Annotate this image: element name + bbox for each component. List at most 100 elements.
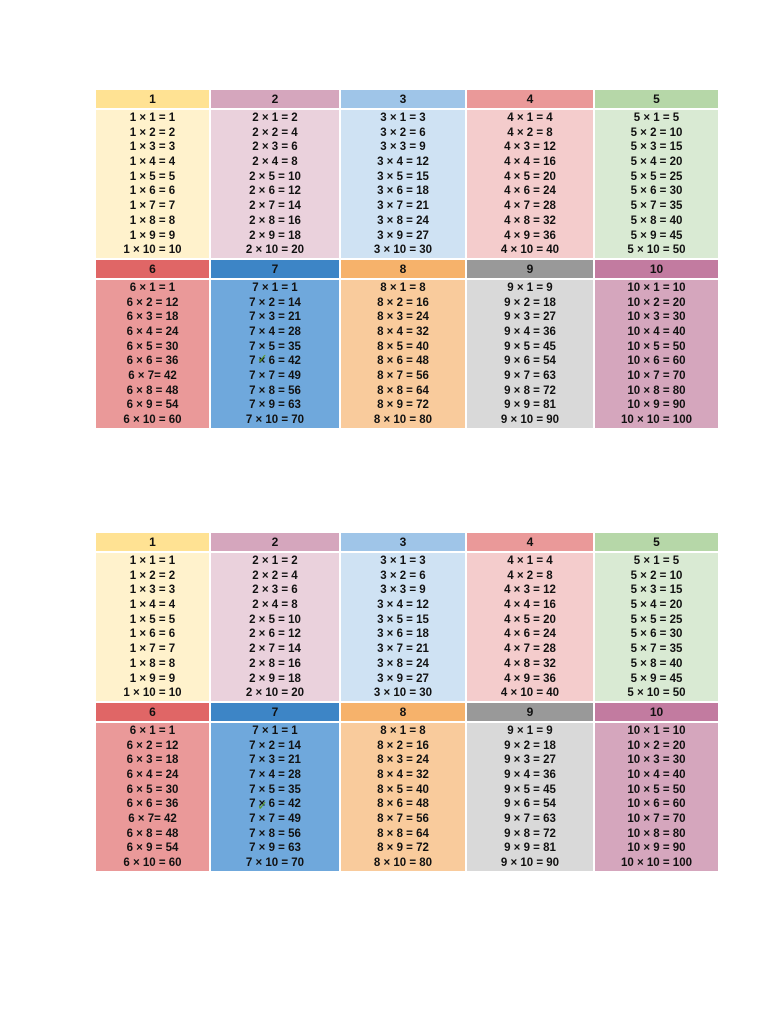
table-line: 6 × 8 = 48 [126, 827, 179, 840]
table-line: 1 × 10 = 10 [123, 244, 182, 257]
table-header: 3 [341, 90, 465, 110]
table-line: 10 × 2 = 20 [627, 739, 686, 752]
table-line: 3 × 8 = 24 [377, 657, 429, 670]
table-line: 5 × 3 = 15 [630, 584, 683, 597]
table-body: 8 × 1 = 8 8 × 2 = 16 8 × 3 = 24 8 × 4 = 32 8… [341, 722, 465, 871]
table-line: 9 × 8 = 72 [504, 827, 556, 840]
table-line: 9 × 2 = 18 [504, 296, 556, 309]
table-line: 8 × 5 = 40 [377, 783, 429, 796]
table-line: 2 × 8 = 16 [249, 657, 301, 670]
table-line: 7 × 8 = 56 [249, 827, 301, 840]
table-line: 9 × 10 = 90 [500, 414, 560, 427]
table-line: 1 × 5 = 5 [129, 613, 176, 626]
table-line: 4 × 1 = 4 [507, 555, 553, 567]
table-line: 8 × 7 = 56 [377, 813, 429, 825]
table-4: 4 4 × 1 = 4 4 × 2 = 8 4 × 3 = 12 4 × 4 = 16… [467, 533, 595, 701]
table-line: 6 × 6 = 36 [126, 798, 179, 811]
table-line: 4 × 2 = 8 [507, 569, 553, 582]
table-7: 7 7 × 1 = 1 7 × 2 = 14 7 × 3 = 21 7 × 4 = 2… [211, 259, 341, 428]
table-line: 9 × 4 = 36 [504, 325, 556, 338]
table-line: 2 × 1 = 2 [252, 555, 298, 567]
table-line: 10 × 1 = 10 [627, 281, 686, 294]
table-line: 2 × 6 = 12 [249, 185, 301, 198]
table-line: 1 × 8 = 8 [129, 214, 176, 227]
table-line: 5 × 1 = 5 [633, 555, 680, 567]
table-7: 7 7 × 1 = 1 7 × 2 = 14 7 × 3 = 21 7 × 4 = 2… [211, 702, 341, 871]
table-line: 2 × 9 = 18 [249, 229, 301, 242]
table-line: 5 × 5 = 25 [630, 613, 683, 626]
table-line: 4 × 7 = 28 [504, 200, 556, 213]
table-line: 9 × 8 = 72 [504, 384, 556, 397]
table-line: 3 × 6 = 18 [377, 628, 429, 641]
table-line: 9 × 4 = 36 [504, 768, 556, 781]
table-line: 3 × 4 = 12 [377, 156, 429, 169]
table-line: 8 × 1 = 8 [380, 281, 426, 294]
table-line: 9 × 1 = 9 [507, 724, 553, 737]
table-line: 9 × 9 = 81 [504, 399, 556, 412]
table-line: 8 × 10 = 80 [373, 414, 433, 427]
table-line: 6 × 2 = 12 [126, 296, 179, 309]
table-5: 5 5 × 1 = 5 5 × 2 = 10 5 × 3 = 15 5 × 4 = 2… [595, 533, 718, 701]
table-line: 6 × 1 = 1 [129, 724, 176, 737]
table-line: 6 × 1 = 1 [129, 281, 176, 294]
table-header: 4 [467, 533, 593, 553]
table-line: 8 × 6 = 48 [377, 798, 429, 811]
table-line: 2 × 10 = 20 [245, 244, 305, 257]
table-line: 9 × 5 = 45 [504, 783, 556, 796]
table-line: 1 × 5 = 5 [129, 170, 176, 183]
table-line: 5 × 5 = 25 [630, 170, 683, 183]
table-body: 9 × 1 = 9 9 × 2 = 18 9 × 3 = 27 9 × 4 = 36 9… [467, 279, 593, 428]
table-line: 3 × 5 = 15 [377, 170, 429, 183]
table-line: 8 × 2 = 16 [377, 296, 429, 309]
table-line: 5 × 6 = 30 [630, 628, 683, 641]
table-line: 7 × 4 = 28 [249, 768, 301, 781]
table-9: 9 9 × 1 = 9 9 × 2 = 18 9 × 3 = 27 9 × 4 = 3… [467, 259, 595, 428]
table-line: 6 × 2 = 12 [126, 739, 179, 752]
table-line: 8 × 4 = 32 [377, 325, 429, 338]
table-line: 4 × 8 = 32 [504, 657, 556, 670]
table-line: 3 × 3 = 9 [380, 584, 426, 597]
table-line: 2 × 9 = 18 [249, 672, 301, 685]
table-header: 2 [211, 90, 339, 110]
table-line: 7 × 1 = 1 [252, 281, 298, 294]
table-line: 5 × 2 = 10 [630, 126, 683, 139]
table-line: 8 × 4 = 32 [377, 768, 429, 781]
table-line: 7 × 4 = 28 [249, 325, 301, 338]
table-line: 7 × 9 = 63 [249, 842, 301, 855]
table-header: 9 [467, 259, 593, 280]
table-line: 8 × 3 = 24 [377, 754, 429, 767]
table-line: 3 × 1 = 3 [380, 555, 426, 567]
table-line: 10 × 10 = 100 [621, 857, 692, 870]
table-line: 8 × 8 = 64 [377, 827, 429, 840]
table-line: 1 × 1 = 1 [129, 555, 176, 567]
table-line: 7 × 6 = 42 [249, 355, 301, 368]
table-line: 7 × 9 = 63 [249, 399, 301, 412]
table-line: 2 × 2 = 4 [252, 569, 298, 582]
table-line: 2 × 5 = 10 [249, 170, 301, 183]
table-line: 4 × 10 = 40 [500, 687, 560, 700]
table-line: 9 × 5 = 45 [504, 340, 556, 353]
table-line: 10 × 9 = 90 [627, 842, 686, 855]
table-line: 4 × 4 = 16 [504, 156, 556, 169]
table-line: 6 × 4 = 24 [126, 325, 179, 338]
table-line: 8 × 5 = 40 [377, 340, 429, 353]
table-line: 3 × 7 = 21 [377, 643, 429, 656]
table-line: 4 × 4 = 16 [504, 599, 556, 612]
table-9: 9 9 × 1 = 9 9 × 2 = 18 9 × 3 = 27 9 × 4 = 3… [467, 702, 595, 871]
table-line: 8 × 7 = 56 [377, 370, 429, 382]
table-line: 8 × 9 = 72 [377, 842, 429, 855]
table-line: 1 × 8 = 8 [129, 657, 176, 670]
table-line: 5 × 8 = 40 [630, 214, 683, 227]
table-line: 4 × 8 = 32 [504, 214, 556, 227]
table-line: 3 × 3 = 9 [380, 141, 426, 154]
table-header: 8 [341, 702, 465, 723]
table-line: 10 × 10 = 100 [621, 414, 692, 427]
table-line: 9 × 7 = 63 [504, 813, 556, 825]
table-line: 1 × 6 = 6 [129, 628, 176, 641]
